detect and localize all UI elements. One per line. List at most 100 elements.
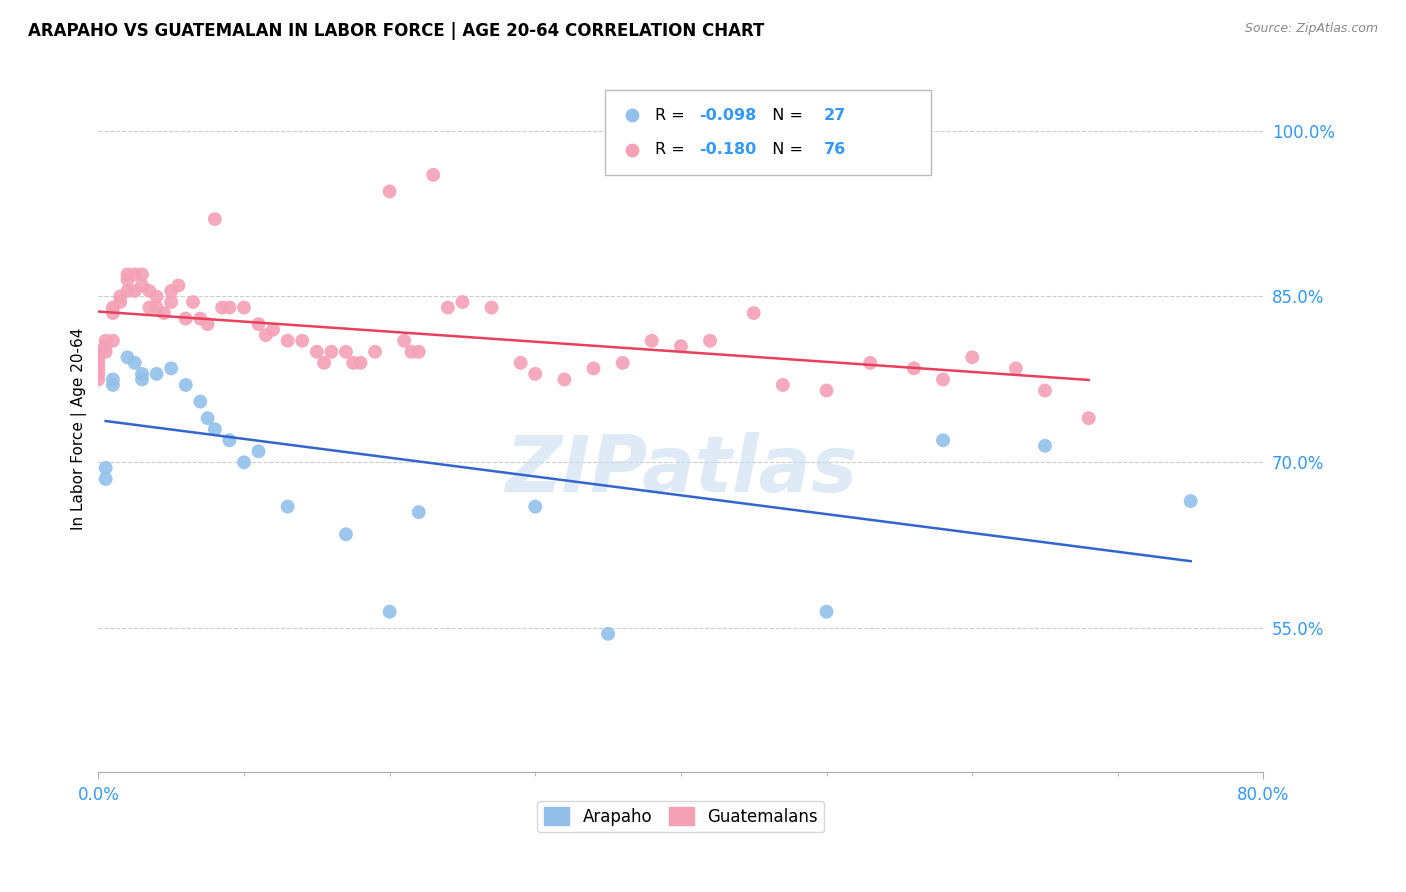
Point: [94, 344, 117, 359]
Point: [87, 351, 110, 365]
Point: [349, 356, 371, 370]
Point: [378, 605, 401, 619]
Point: [87, 344, 110, 359]
Point: [101, 378, 124, 392]
Text: 76: 76: [824, 143, 846, 158]
Point: [138, 284, 160, 298]
Point: [117, 351, 139, 365]
Point: [94, 472, 117, 486]
Point: [903, 361, 925, 376]
Point: [160, 361, 183, 376]
Point: [101, 306, 124, 320]
Point: [197, 317, 219, 331]
Point: [335, 527, 357, 541]
Point: [247, 444, 270, 458]
Point: [94, 339, 117, 353]
Point: [117, 268, 139, 282]
Point: [124, 284, 146, 298]
Point: [211, 301, 233, 315]
Text: ZIPatlas: ZIPatlas: [505, 433, 858, 508]
Point: [408, 505, 430, 519]
Point: [553, 372, 575, 386]
Point: [145, 301, 167, 315]
Point: [742, 306, 765, 320]
Point: [277, 334, 299, 348]
Point: [87, 361, 110, 376]
Point: [131, 268, 153, 282]
Point: [145, 367, 167, 381]
Point: [108, 295, 131, 310]
Point: [108, 289, 131, 303]
Point: [859, 356, 882, 370]
Point: [641, 334, 664, 348]
Point: [101, 301, 124, 315]
Point: [87, 356, 110, 370]
Point: [247, 317, 270, 331]
Text: -0.098: -0.098: [700, 108, 756, 123]
Text: N =: N =: [762, 108, 808, 123]
Point: [754, 226, 776, 240]
Point: [612, 356, 634, 370]
Point: [932, 434, 955, 448]
Point: [342, 356, 364, 370]
Point: [754, 170, 776, 185]
Point: [509, 356, 531, 370]
Point: [188, 311, 211, 326]
Point: [145, 289, 167, 303]
Point: [117, 284, 139, 298]
Point: [277, 500, 299, 514]
Point: [138, 301, 160, 315]
Point: [392, 334, 415, 348]
Point: [314, 356, 336, 370]
Point: [174, 378, 197, 392]
Point: [153, 306, 176, 320]
Point: [94, 334, 117, 348]
Point: [335, 344, 357, 359]
Point: [233, 301, 256, 315]
Point: [422, 168, 444, 182]
Point: [772, 378, 794, 392]
Point: [167, 278, 190, 293]
Point: [932, 372, 955, 386]
Point: [124, 268, 146, 282]
Point: [254, 328, 277, 343]
Point: [481, 301, 503, 315]
Point: [160, 295, 183, 310]
Legend: Arapaho, Guatemalans: Arapaho, Guatemalans: [537, 801, 824, 832]
Point: [1033, 384, 1056, 398]
Point: [218, 301, 240, 315]
Point: [188, 394, 211, 409]
Point: [87, 344, 110, 359]
Point: [1005, 361, 1028, 376]
Point: [101, 372, 124, 386]
Point: [524, 500, 547, 514]
Point: [378, 185, 401, 199]
Point: [437, 301, 460, 315]
Text: -0.180: -0.180: [700, 143, 756, 158]
Point: [262, 323, 284, 337]
Point: [305, 344, 328, 359]
Text: R =: R =: [655, 108, 690, 123]
Point: [321, 344, 343, 359]
Point: [87, 367, 110, 381]
Point: [218, 434, 240, 448]
Point: [94, 461, 117, 475]
Point: [117, 273, 139, 287]
Point: [204, 422, 226, 436]
Point: [582, 361, 605, 376]
Text: R =: R =: [655, 143, 690, 158]
Point: [160, 284, 183, 298]
Point: [408, 344, 430, 359]
Point: [669, 339, 692, 353]
Point: [197, 411, 219, 425]
Text: Source: ZipAtlas.com: Source: ZipAtlas.com: [1244, 22, 1378, 36]
Point: [524, 367, 547, 381]
Point: [364, 344, 387, 359]
Point: [181, 295, 204, 310]
Text: 27: 27: [824, 108, 846, 123]
Y-axis label: In Labor Force | Age 20-64: In Labor Force | Age 20-64: [72, 328, 87, 531]
Point: [291, 334, 314, 348]
Point: [131, 278, 153, 293]
Point: [101, 334, 124, 348]
Point: [815, 605, 838, 619]
